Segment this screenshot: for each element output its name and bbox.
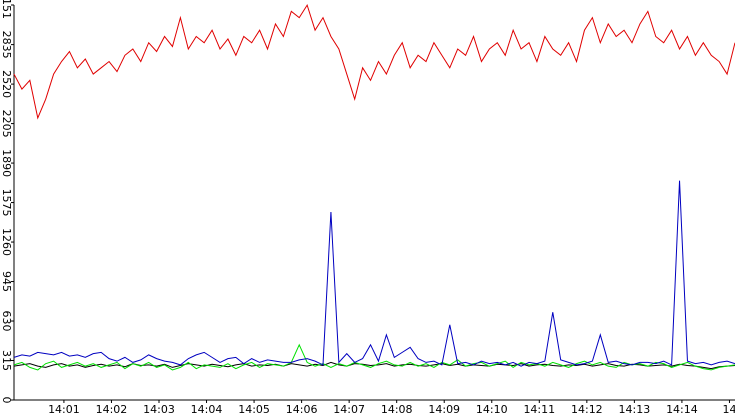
x-tick-label: 14 [722, 403, 735, 415]
x-tick-label: 14:11 [523, 403, 555, 415]
x-tick-label: 14:07 [333, 403, 365, 415]
x-tick-label: 14:08 [381, 403, 413, 415]
x-tick-label: 14:06 [286, 403, 318, 415]
x-tick-label: 14:09 [428, 403, 460, 415]
y-tick-label: 2205 [0, 110, 13, 138]
x-tick-label: 14:02 [96, 403, 128, 415]
x-tick-label: 14:12 [571, 403, 603, 415]
x-tick-label: 14:05 [238, 403, 270, 415]
y-tick-label: 1890 [0, 149, 13, 177]
series-line [13, 3, 735, 120]
series-line [13, 180, 735, 367]
x-tick-label: 14:14 [666, 403, 698, 415]
x-tick-label: 14:01 [48, 403, 80, 415]
y-tick-label: 1260 [0, 228, 13, 256]
x-tick-label: 14:10 [476, 403, 508, 415]
y-tick-label: 945 [0, 271, 13, 292]
x-tick-label: 14:13 [619, 403, 651, 415]
y-tick-label: 630 [0, 311, 13, 332]
y-tick-label: 2835 [0, 31, 13, 59]
y-tick-label: 0 [0, 397, 13, 404]
series-line [13, 343, 735, 371]
x-tick-label: 14:04 [191, 403, 223, 415]
y-tick-label: 315 [0, 350, 13, 371]
y-tick-label: 1575 [0, 189, 13, 217]
y-tick-label: 2520 [0, 70, 13, 98]
y-tick-label: 3151 [0, 0, 13, 19]
x-tick-label: 14:03 [143, 403, 175, 415]
